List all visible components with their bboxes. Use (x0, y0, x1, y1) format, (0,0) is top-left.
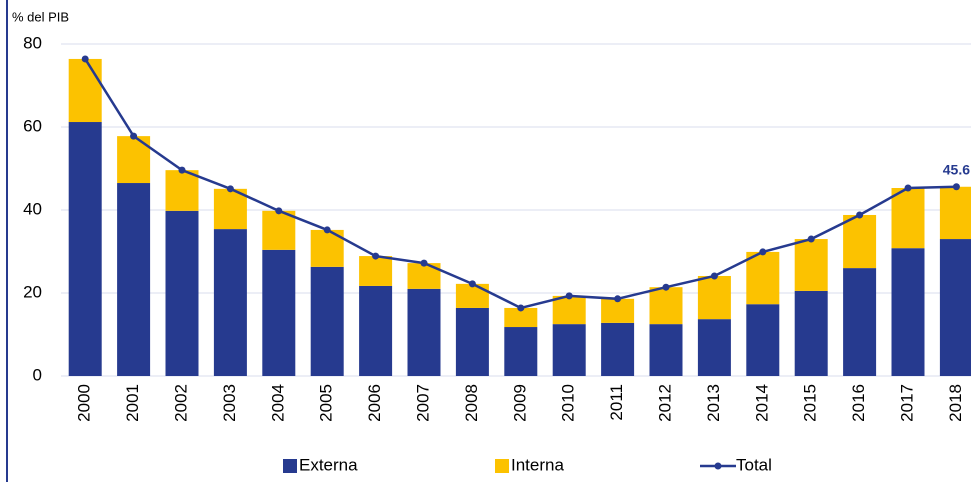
bar-segment (165, 210, 199, 376)
total-point (614, 295, 622, 303)
total-point (662, 283, 670, 291)
total-point (468, 280, 476, 288)
x-tick-label: 2010 (559, 384, 578, 422)
bar-segment (68, 122, 102, 377)
x-tick-label: 2012 (655, 384, 674, 422)
bar-segment (407, 288, 441, 376)
bar-segment (262, 210, 296, 250)
bar-segment (746, 251, 780, 305)
bar-segment (697, 319, 731, 376)
bar-segment (213, 229, 247, 376)
bar-segment (455, 283, 489, 308)
bar-segment (359, 256, 393, 286)
legend-swatch (495, 459, 509, 473)
bar-segment (794, 239, 828, 291)
bar-segment (213, 188, 247, 230)
total-point (420, 259, 428, 267)
total-point (323, 226, 331, 234)
bar-segment (455, 307, 489, 376)
x-tick-label: 2009 (510, 384, 529, 422)
x-tick-label: 2001 (123, 384, 142, 422)
bar-segment (649, 287, 683, 325)
data-label: 45.6 (943, 161, 970, 177)
bar-segment (697, 275, 731, 320)
bar-segment (262, 249, 296, 376)
legend-label: Total (736, 455, 772, 474)
total-point (517, 304, 525, 312)
total-point (710, 272, 718, 280)
bar-segment (891, 188, 925, 249)
bar-segment (310, 266, 344, 376)
x-tick-label: 2006 (365, 384, 384, 422)
total-point (904, 184, 912, 192)
bar-segment (504, 327, 538, 376)
bar-segment (794, 290, 828, 376)
bar-segment (552, 324, 586, 376)
total-point (856, 211, 864, 219)
y-tick-label: 60 (23, 116, 42, 135)
x-tick-label: 2000 (75, 384, 94, 422)
x-tick-label: 2007 (413, 384, 432, 422)
total-point (178, 166, 186, 174)
x-tick-label: 2018 (946, 384, 965, 422)
bar-segment (891, 248, 925, 376)
total-point (372, 252, 380, 260)
total-point (81, 55, 89, 63)
x-tick-label: 2014 (752, 384, 771, 422)
total-point (952, 183, 960, 191)
bar-segment (68, 58, 102, 123)
x-tick-label: 2008 (462, 384, 481, 422)
bar-segment (746, 304, 780, 376)
bar-segment (552, 295, 586, 325)
bar-segment (843, 214, 877, 269)
bar-segment (939, 186, 971, 240)
total-point (807, 235, 815, 243)
x-tick-label: 2003 (220, 384, 239, 422)
y-tick-label: 0 (33, 365, 42, 384)
y-tick-label: 80 (23, 33, 42, 52)
y-tick-label: 40 (23, 199, 42, 218)
bar-segment (601, 322, 635, 376)
bar-segment (649, 324, 683, 376)
legend-swatch (283, 459, 297, 473)
bar-segment (504, 307, 538, 328)
bar-segment (359, 285, 393, 376)
x-tick-label: 2016 (849, 384, 868, 422)
legend-label: Externa (299, 455, 358, 474)
x-tick-label: 2002 (171, 384, 190, 422)
x-tick-label: 2013 (704, 384, 723, 422)
bar-segment (117, 183, 151, 376)
total-point (275, 207, 283, 215)
x-tick-label: 2004 (268, 384, 287, 422)
bar-segment (939, 239, 971, 376)
y-axis-label: % del PIB (12, 9, 69, 24)
legend-swatch (714, 462, 722, 470)
y-tick-label: 20 (23, 282, 42, 301)
x-tick-label: 2005 (317, 384, 336, 422)
total-point (565, 292, 573, 300)
bar-segment (165, 170, 199, 211)
x-tick-label: 2015 (801, 384, 820, 422)
bar-segment (601, 298, 635, 323)
legend-label: Interna (511, 455, 564, 474)
x-tick-label: 2017 (897, 384, 916, 422)
x-tick-label: 2011 (607, 384, 626, 421)
total-point (130, 132, 138, 140)
total-point (759, 248, 767, 256)
total-point (226, 185, 234, 193)
bar-segment (843, 268, 877, 376)
